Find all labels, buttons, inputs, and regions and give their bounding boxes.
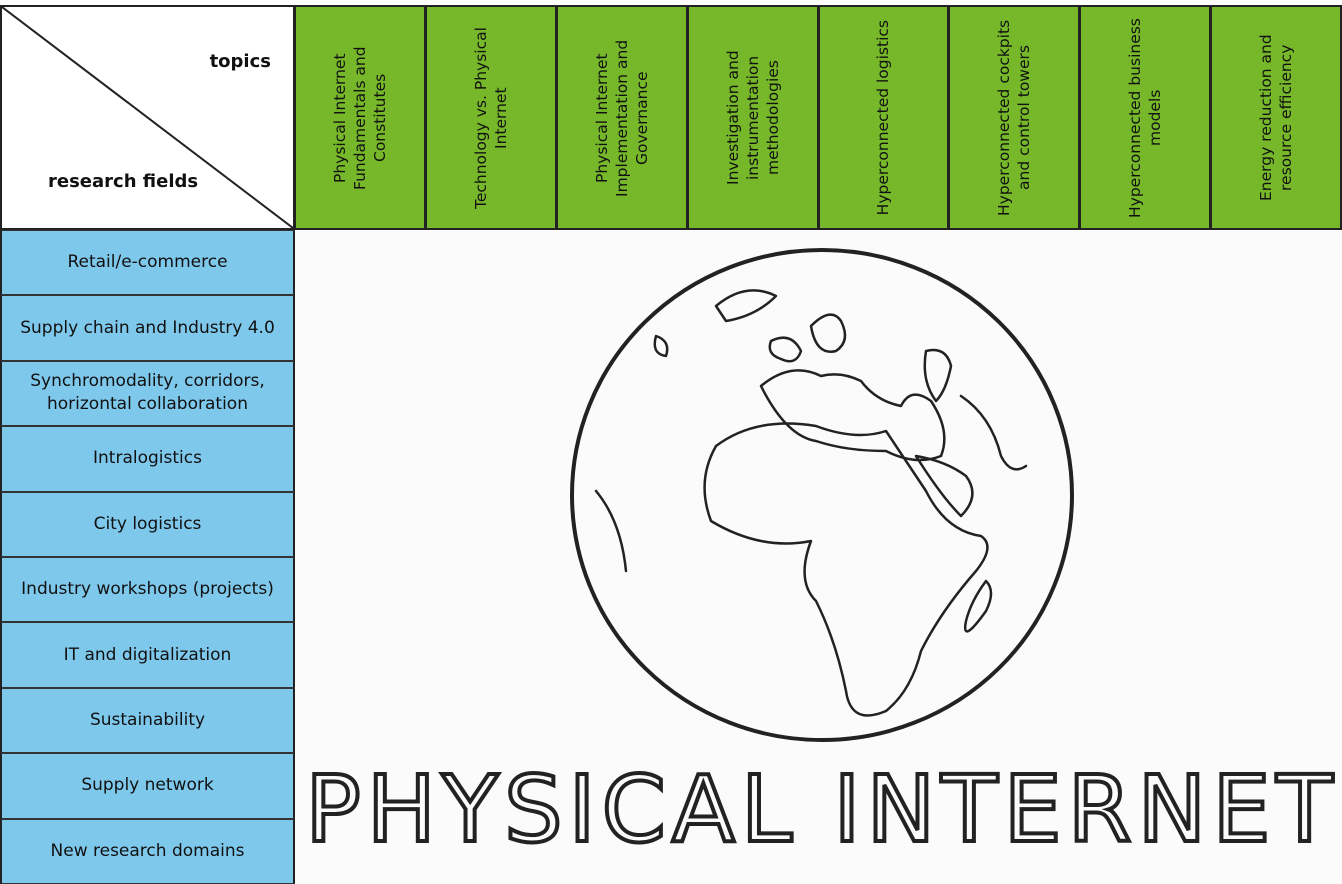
research-field: New research domains [0,818,295,884]
research-field: Supply network [0,753,295,819]
research-field: Sustainability [0,687,295,754]
topic-header-text: Technology vs. Physical Internet [471,26,510,209]
topic-header: Investigation and instrumentation method… [687,5,819,230]
research-field: Retail/e-commerce [0,230,295,296]
topic-header-text: Physical Internet Implementation and Gov… [592,38,651,197]
topic-header: Energy reduction and resource efficiency [1211,5,1342,230]
topic-header-text: Hyperconnected logistics [874,19,893,216]
caption: PHYSICAL INTERNET [305,756,1338,863]
topic-header-text: Physical Internet Fundamentals and Const… [330,45,389,190]
corner-cell: topics research fields [0,5,295,230]
topic-header: Physical Internet Implementation and Gov… [556,5,688,230]
topic-header-text: Investigation and instrumentation method… [723,50,782,185]
topic-header: Hyperconnected business models [1080,5,1212,230]
research-field: Intralogistics [0,426,295,492]
fields-label: research fields [48,171,199,192]
research-field: Industry workshops (projects) [0,557,295,623]
topic-header-text: Hyperconnected business models [1126,17,1165,218]
topic-header: Hyperconnected logistics [818,5,950,230]
diagonal [2,7,293,228]
topic-header-text: Energy reduction and resource efficiency [1257,34,1296,201]
research-field: Supply chain and Industry 4.0 [0,295,295,361]
topics-label: topics [209,51,271,72]
research-field: Synchromodality, corridors, horizontal c… [0,360,295,427]
topic-header: Hyperconnected cockpits and control towe… [949,5,1081,230]
topic-header: Technology vs. Physical Internet [425,5,557,230]
topic-header-text: Hyperconnected cockpits and control towe… [995,19,1034,216]
topic-header: Physical Internet Fundamentals and Const… [295,5,426,230]
physical-internet-illustration: PHYSICAL INTERNET [296,231,1342,884]
research-field: City logistics [0,491,295,557]
research-field: IT and digitalization [0,622,295,688]
